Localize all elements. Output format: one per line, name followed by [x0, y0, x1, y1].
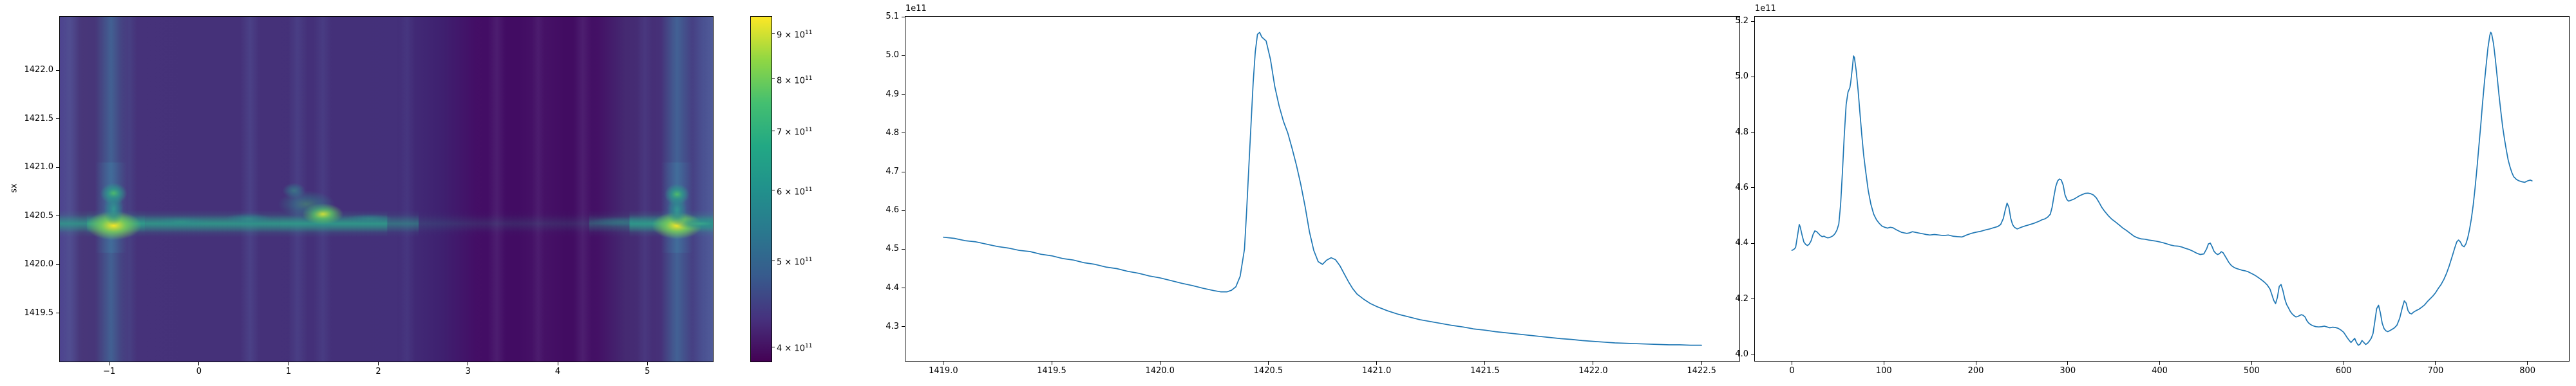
spectrum-zoom-panel: [905, 16, 1740, 362]
spectrum-full-offset-label: 1e11: [1755, 4, 1776, 14]
y-tick-mark: [902, 55, 905, 56]
x-tick-label: 2: [375, 367, 381, 376]
y-tick-label: 5.1: [886, 12, 899, 22]
y-tick-label: 4.4: [1735, 238, 1748, 248]
x-tick-mark: [1267, 362, 1269, 365]
y-tick-mark: [1751, 187, 1754, 188]
spectrum-full-plot: [1791, 32, 2533, 346]
y-tick-label: 4.5: [886, 244, 899, 254]
x-tick-label: 0: [1789, 366, 1795, 376]
x-tick-label: 1421.0: [1361, 366, 1392, 376]
colorbar-tick-mark: [772, 33, 775, 34]
y-tick-mark: [56, 69, 59, 71]
y-tick-label: 1422.0: [24, 65, 54, 75]
y-tick-label: 4.2: [1735, 293, 1748, 304]
x-tick-label: 400: [2152, 366, 2168, 376]
x-tick-label: 600: [2335, 366, 2352, 376]
x-tick-mark: [1484, 362, 1486, 365]
y-tick-label: 4.6: [1735, 182, 1748, 192]
heatmap-panel: [59, 16, 714, 362]
y-tick-label: 4.8: [886, 127, 899, 138]
colorbar-tick-mark: [772, 78, 775, 80]
colorbar-tick-label: 9 × 1011: [777, 30, 813, 41]
y-tick-mark: [56, 264, 59, 265]
y-tick-label: 5.0: [1735, 71, 1748, 82]
x-tick-mark: [2159, 362, 2161, 365]
x-tick-label: −1: [103, 367, 116, 376]
x-tick-label: 0: [196, 367, 202, 376]
x-tick-label: 1421.5: [1470, 366, 1500, 376]
y-tick-mark: [56, 167, 59, 168]
x-tick-label: 4: [554, 367, 561, 376]
x-tick-label: 5: [645, 367, 650, 376]
y-tick-mark: [1751, 21, 1754, 22]
x-tick-label: 100: [1875, 366, 1892, 376]
y-tick-label: 4.7: [886, 167, 899, 177]
x-tick-label: 500: [2243, 366, 2260, 376]
colorbar-tick-label: 6 × 1011: [777, 186, 813, 197]
y-tick-mark: [902, 248, 905, 250]
y-tick-mark: [1751, 132, 1754, 133]
y-tick-label: 4.9: [886, 89, 899, 99]
x-tick-label: 1420.5: [1253, 366, 1283, 376]
heatmap-canvas: [60, 17, 713, 362]
x-tick-label: 3: [465, 367, 471, 376]
x-tick-mark: [2527, 362, 2528, 365]
x-tick-label: 1422.5: [1687, 366, 1716, 376]
y-tick-label: 1421.0: [24, 162, 54, 172]
colorbar: [750, 16, 772, 362]
x-tick-label: 1422.0: [1578, 366, 1608, 376]
y-tick-label: 4.3: [886, 321, 899, 331]
y-tick-label: 1420.0: [24, 259, 54, 269]
x-tick-label: 1419.0: [929, 366, 958, 376]
y-tick-label: 4.0: [1735, 349, 1748, 359]
y-tick-label: 1421.5: [24, 113, 54, 124]
x-tick-label: 1: [286, 367, 292, 376]
colorbar-tick-label: 4 × 1011: [777, 343, 813, 354]
heatmap-y-axis-label: sx: [9, 183, 19, 193]
colorbar-tick-label: 7 × 1011: [777, 127, 813, 138]
y-tick-label: 1419.5: [24, 308, 54, 318]
spectrum-zoom-offset-label: 1e11: [905, 4, 927, 14]
y-tick-label: 5.0: [886, 50, 899, 60]
y-tick-label: 4.6: [886, 205, 899, 216]
x-tick-label: 700: [2427, 366, 2444, 376]
x-tick-label: 1419.5: [1037, 366, 1066, 376]
x-tick-mark: [198, 362, 200, 365]
spectrum-zoom-line: [943, 32, 1702, 346]
y-tick-mark: [56, 118, 59, 120]
y-tick-label: 1420.5: [24, 210, 54, 221]
y-tick-mark: [1751, 243, 1754, 244]
y-tick-label: 4.4: [886, 282, 899, 293]
y-tick-label: 5.2: [1735, 16, 1748, 26]
spectrum-full-line: [1791, 32, 2533, 346]
x-tick-mark: [647, 362, 648, 365]
x-tick-mark: [2067, 362, 2069, 365]
x-tick-mark: [1376, 362, 1378, 365]
colorbar-tick-label: 5 × 1011: [777, 257, 813, 268]
y-tick-label: 4.8: [1735, 127, 1748, 137]
x-tick-mark: [1701, 362, 1702, 365]
x-tick-label: 200: [1967, 366, 1984, 376]
x-tick-mark: [2435, 362, 2436, 365]
x-tick-mark: [377, 362, 379, 365]
x-tick-label: 800: [2519, 366, 2536, 376]
colorbar-tick-label: 8 × 1011: [777, 75, 813, 86]
spectrum-zoom-plot: [943, 32, 1702, 346]
y-tick-mark: [902, 326, 905, 327]
x-tick-label: 1420.0: [1145, 366, 1175, 376]
spectrum-full-panel: [1754, 16, 2570, 362]
x-tick-label: 300: [2060, 366, 2076, 376]
y-tick-mark: [902, 210, 905, 211]
y-tick-mark: [902, 94, 905, 95]
x-tick-mark: [2251, 362, 2252, 365]
